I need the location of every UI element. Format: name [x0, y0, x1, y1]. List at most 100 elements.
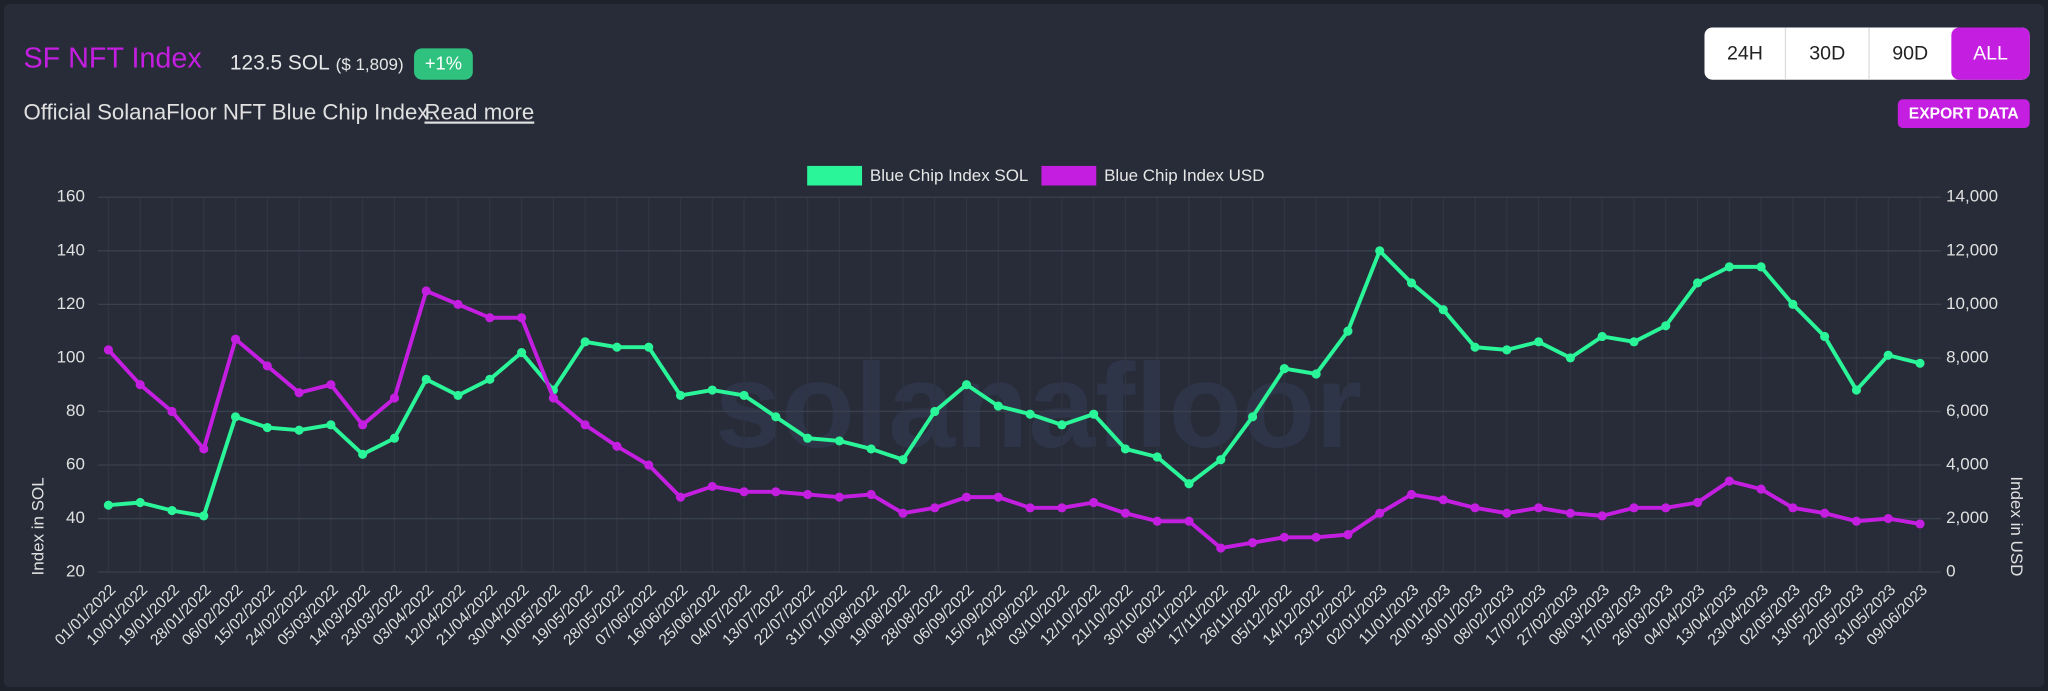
data-point — [1534, 503, 1544, 513]
data-point — [1438, 495, 1448, 505]
series-line — [106, 289, 1921, 550]
data-point — [898, 508, 908, 518]
data-point — [1375, 508, 1385, 518]
y2-tick-label: 4,000 — [1946, 454, 1988, 473]
data-point — [199, 444, 209, 454]
data-point — [612, 441, 622, 451]
watermark: solanafloor — [715, 339, 1363, 473]
data-point — [930, 503, 940, 513]
y-tick-label: 40 — [66, 508, 85, 527]
data-point — [1692, 497, 1703, 508]
data-point — [961, 380, 972, 390]
price: 123.5 SOL — [230, 52, 330, 75]
data-point — [1661, 503, 1671, 513]
data-point — [1534, 337, 1544, 347]
data-point — [453, 299, 463, 309]
read-more-link[interactable]: Read more — [424, 100, 534, 125]
range-button[interactable]: 30D — [1809, 42, 1845, 64]
data-point — [389, 393, 400, 403]
data-point — [993, 492, 1003, 502]
data-point — [1120, 444, 1131, 454]
data-point — [1502, 345, 1512, 355]
data-point — [103, 345, 113, 355]
range-button[interactable]: 24H — [1727, 42, 1763, 64]
data-point — [675, 390, 686, 400]
data-point — [230, 412, 241, 422]
data-point — [675, 492, 686, 502]
y-axis-title: Index in SOL — [29, 477, 48, 575]
data-point — [1629, 503, 1639, 513]
data-point — [1057, 420, 1067, 430]
data-point — [771, 487, 781, 497]
y-tick-label: 60 — [66, 454, 85, 473]
data-point — [771, 412, 781, 422]
description: Official SolanaFloor NFT Blue Chip Index… — [24, 100, 435, 125]
data-point — [1597, 331, 1607, 342]
data-point — [866, 489, 876, 500]
data-point — [1629, 337, 1639, 347]
y2-tick-label: 2,000 — [1946, 508, 1988, 527]
data-point — [1565, 353, 1575, 363]
data-point — [1311, 532, 1321, 542]
export-button[interactable] — [1897, 99, 2030, 129]
legend-label: Blue Chip Index SOL — [870, 166, 1028, 185]
data-point — [993, 401, 1003, 411]
legend-swatch — [807, 165, 863, 186]
data-point — [103, 500, 113, 510]
data-point — [612, 342, 622, 352]
panel — [3, 3, 2045, 688]
legend-label: Blue Chip Index USD — [1104, 166, 1264, 185]
range-button-active[interactable] — [1951, 27, 2030, 80]
data-point — [1756, 484, 1766, 494]
data-point — [1724, 262, 1734, 272]
data-point — [1470, 342, 1480, 352]
data-point — [262, 422, 272, 433]
data-point — [1089, 409, 1099, 419]
data-point — [1597, 511, 1607, 521]
data-point — [1057, 503, 1067, 513]
data-point — [485, 374, 495, 384]
data-point — [1216, 455, 1226, 465]
data-point — [1851, 516, 1862, 526]
data-point — [485, 313, 495, 323]
data-point — [1279, 364, 1289, 374]
data-point — [135, 497, 145, 508]
data-point — [135, 380, 145, 390]
data-point — [230, 334, 241, 344]
change-badge — [414, 48, 473, 80]
legend-swatch — [1041, 165, 1097, 186]
data-point — [1152, 452, 1162, 462]
data-point — [389, 433, 400, 443]
data-point — [1661, 321, 1671, 331]
range-button[interactable]: 90D — [1892, 42, 1928, 64]
y-tick-label: 80 — [66, 401, 85, 420]
data-point — [326, 380, 336, 390]
data-point — [866, 444, 876, 454]
range-button[interactable]: ALL — [1973, 42, 2008, 64]
data-point — [326, 420, 336, 430]
y2-tick-label: 10,000 — [1946, 294, 1998, 313]
y2-tick-label: 12,000 — [1946, 240, 1998, 259]
export-label[interactable]: EXPORT DATA — [1909, 105, 2019, 122]
y-tick-label: 100 — [57, 347, 85, 366]
data-point — [1025, 503, 1035, 513]
data-point — [580, 420, 590, 430]
data-point — [1184, 516, 1194, 526]
data-point — [1788, 503, 1798, 513]
data-point — [517, 313, 527, 323]
data-point — [1025, 409, 1035, 419]
y2-axis-title: Index in USD — [2007, 476, 2026, 576]
page-title: SF NFT Index — [24, 43, 203, 75]
data-point — [199, 511, 209, 521]
data-point — [1851, 385, 1862, 395]
data-point — [1406, 489, 1417, 500]
y-tick-label: 140 — [57, 240, 85, 259]
data-point — [1883, 513, 1893, 524]
data-point — [1120, 508, 1131, 518]
series-line — [108, 248, 1921, 518]
data-point — [358, 420, 368, 430]
data-point — [961, 492, 972, 502]
data-point — [1089, 497, 1099, 508]
